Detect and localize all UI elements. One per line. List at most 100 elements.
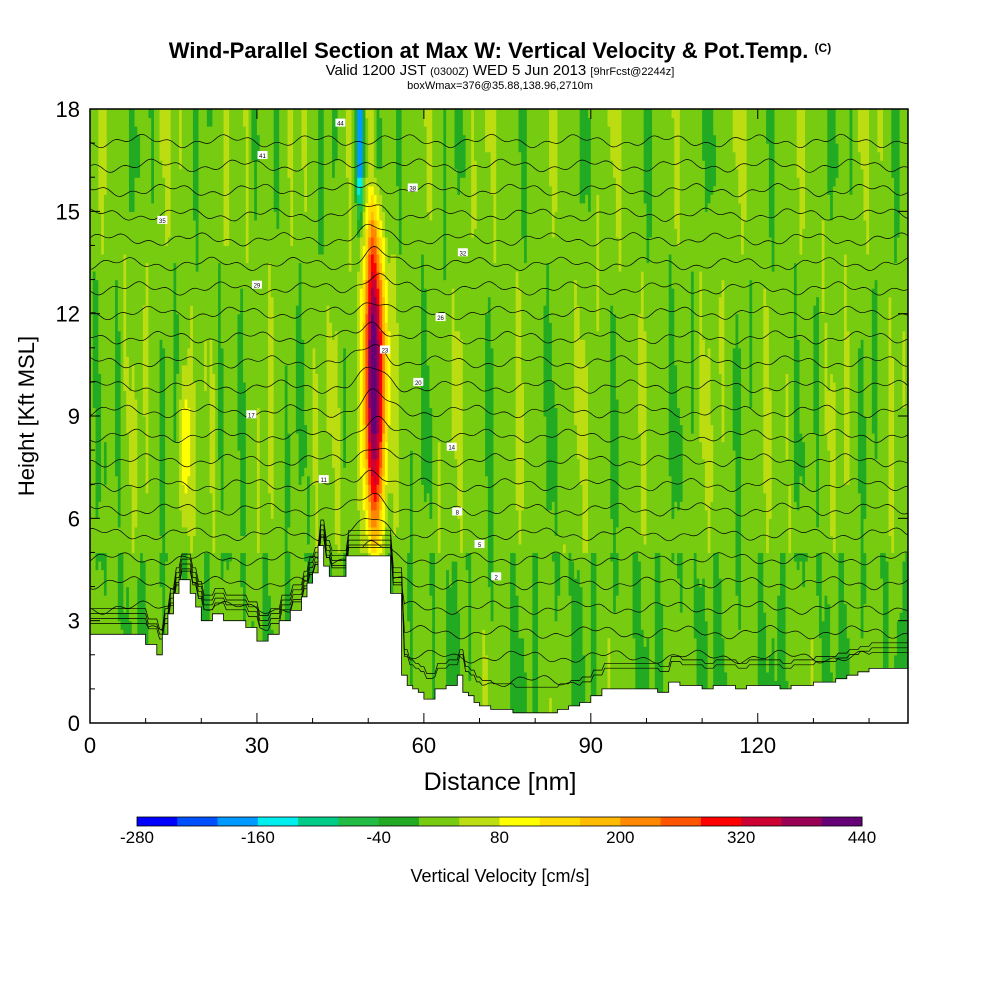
velocity-cell [109,578,113,588]
velocity-cell [159,518,163,528]
velocity-cell [181,416,186,426]
velocity-cell [131,390,136,400]
velocity-cell [153,441,158,451]
velocity-cell [204,347,208,357]
velocity-cell [103,475,108,485]
velocity-cell [112,416,116,426]
velocity-cell [101,211,105,221]
velocity-cell [179,467,183,477]
velocity-cell [204,526,208,536]
velocity-cell [90,134,94,144]
velocity-cell [162,407,166,417]
velocity-cell [142,467,147,477]
velocity-cell [156,143,161,153]
velocity-cell [112,578,116,588]
velocity-cell [126,313,130,323]
velocity-cell [95,416,99,426]
velocity-cell [184,279,188,289]
velocity-cell [92,185,97,195]
velocity-cell [126,526,130,536]
velocity-cell [123,253,127,264]
velocity-cell [215,219,219,229]
velocity-cell [109,501,113,511]
velocity-cell [137,296,141,306]
velocity-cell [128,288,133,298]
velocity-cell [173,228,177,238]
velocity-cell [209,467,214,477]
velocity-cell [145,501,150,511]
velocity-cell [187,296,191,306]
velocity-cell [137,433,141,443]
velocity-cell [212,467,216,477]
velocity-cell [181,245,186,255]
velocity-cell [90,364,94,374]
velocity-cell [167,475,172,485]
velocity-cell [142,535,147,545]
velocity-cell [170,211,175,221]
velocity-cell [206,228,211,238]
velocity-cell [179,509,183,519]
velocity-cell [156,578,161,588]
velocity-cell [148,194,152,204]
velocity-cell [165,509,169,519]
velocity-cell [204,450,208,460]
velocity-cell [201,236,205,247]
velocity-cell [106,194,111,204]
velocity-cell [173,305,177,315]
velocity-cell [109,219,113,229]
velocity-cell [190,134,194,144]
velocity-cell [176,398,180,409]
velocity-cell [167,535,172,545]
velocity-cell [192,356,197,366]
velocity-cell [115,450,119,460]
velocity-cell [204,313,208,323]
velocity-cell [212,569,216,579]
velocity-cell [212,177,216,187]
velocity-cell [151,578,155,588]
velocity-cell [123,595,127,605]
velocity-cell [101,552,105,562]
velocity-cell [123,228,127,238]
velocity-cell [198,484,202,494]
velocity-cell [156,288,161,298]
velocity-cell [167,296,172,306]
velocity-cell [190,416,194,426]
velocity-cell [151,535,155,545]
velocity-cell [140,117,144,127]
velocity-cell [145,586,150,596]
velocity-cell [101,441,105,451]
velocity-cell [145,339,150,349]
velocity-cell [209,492,214,502]
velocity-cell [148,526,152,536]
velocity-cell [165,441,169,451]
velocity-cell [137,364,141,374]
velocity-cell [115,586,119,596]
velocity-cell [206,518,211,528]
velocity-cell [92,313,97,323]
velocity-cell [131,356,136,366]
velocity-cell [137,305,141,315]
velocity-cell [192,168,197,178]
velocity-cell [106,211,111,221]
velocity-cell [109,151,113,161]
velocity-cell [176,168,180,178]
velocity-cell [145,364,150,374]
velocity-cell [95,433,99,443]
velocity-cell [187,177,191,187]
velocity-cell [115,484,119,494]
velocity-cell [142,407,147,417]
velocity-cell [179,177,183,187]
velocity-cell [212,313,216,323]
velocity-cell [142,450,147,460]
velocity-cell [148,117,152,127]
velocity-cell [137,629,141,639]
velocity-cell [170,603,175,613]
velocity-cell [103,219,108,229]
velocity-cell [159,296,163,306]
velocity-cell [170,467,175,477]
velocity-cell [142,356,147,366]
velocity-cell [184,475,188,485]
velocity-cell [204,236,208,247]
velocity-cell [112,364,116,374]
